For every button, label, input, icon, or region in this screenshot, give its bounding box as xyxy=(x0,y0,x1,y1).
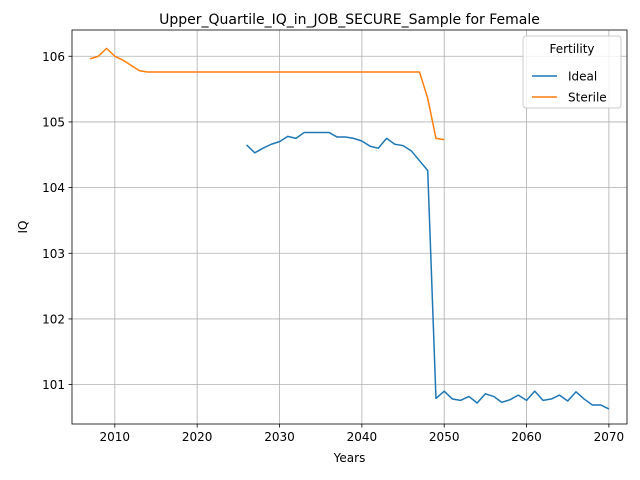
legend-items: Ideal Sterile xyxy=(532,70,607,105)
x-tick-label: 2020 xyxy=(182,430,213,444)
y-tick-label: 101 xyxy=(42,378,65,392)
legend: Fertility Ideal Sterile xyxy=(522,35,622,109)
series-lines xyxy=(89,47,610,410)
x-tick-label: 2030 xyxy=(264,430,295,444)
y-tick-label: 105 xyxy=(42,115,65,129)
grid xyxy=(72,30,627,424)
x-tick-label: 2060 xyxy=(511,430,542,444)
series-line-ideal xyxy=(246,131,610,410)
y-tick-label: 104 xyxy=(42,181,65,195)
chart-title: Upper_Quartile_IQ_in_JOB_SECURE_Sample f… xyxy=(159,12,540,28)
legend-label-ideal: Ideal xyxy=(568,70,597,84)
legend-title: Fertility xyxy=(549,42,594,56)
series-line-sterile xyxy=(89,47,445,141)
legend-label-sterile: Sterile xyxy=(568,91,607,105)
x-tick-label: 2070 xyxy=(594,430,625,444)
x-tick-label: 2010 xyxy=(100,430,131,444)
y-tick-label: 102 xyxy=(42,312,65,326)
x-axis-label: Years xyxy=(333,451,366,465)
x-tick-label: 2050 xyxy=(429,430,460,444)
y-tick-label: 103 xyxy=(42,247,65,261)
x-tick-label: 2040 xyxy=(347,430,378,444)
y-axis-label: IQ xyxy=(16,221,30,234)
plot-frame xyxy=(71,29,628,425)
legend-box xyxy=(522,35,622,109)
axis-ticks: 2010 2020 2030 2040 2050 2060 2070 101 102 103 104… xyxy=(42,50,624,444)
y-tick-label: 106 xyxy=(42,50,65,64)
